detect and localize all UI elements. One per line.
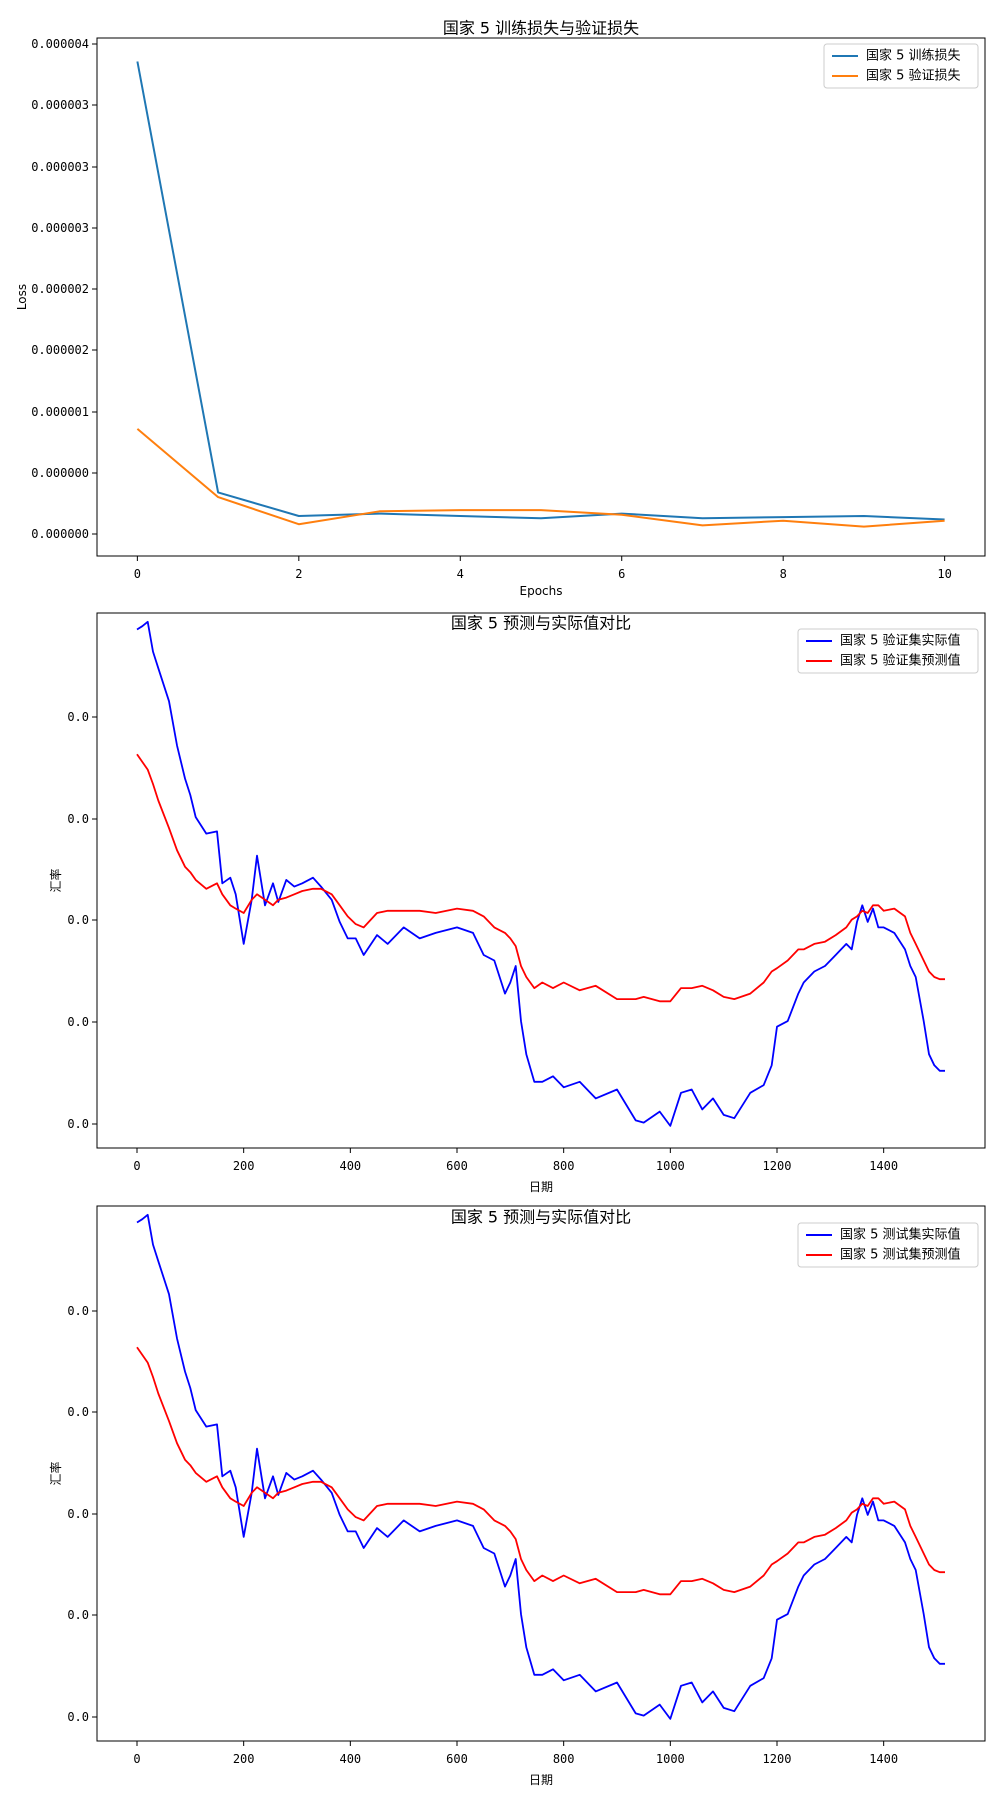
y-tick-label: 0.0 bbox=[67, 710, 89, 724]
x-tick-label: 1200 bbox=[763, 1159, 792, 1173]
y-axis-label: 汇率 bbox=[48, 1461, 63, 1485]
legend-label: 国家 5 测试集实际值 bbox=[840, 1227, 961, 1243]
x-tick-label: 0 bbox=[133, 1752, 140, 1766]
y-tick-label: 0.000003 bbox=[31, 160, 89, 174]
x-tick-label: 0 bbox=[133, 1159, 140, 1173]
y-tick-label: 0.000000 bbox=[31, 466, 89, 480]
chart-title: 国家 5 训练损失与验证损失 bbox=[443, 19, 639, 38]
x-tick-label: 1000 bbox=[656, 1752, 685, 1766]
x-tick-label: 0 bbox=[134, 567, 141, 581]
chart-title: 国家 5 预测与实际值对比 bbox=[451, 614, 631, 633]
series-line-2 bbox=[136, 753, 945, 1003]
y-tick-label: 0.0 bbox=[67, 1710, 89, 1724]
x-tick-label: 2 bbox=[295, 567, 302, 581]
plot-frame bbox=[96, 612, 986, 1149]
y-tick-label: 0.000001 bbox=[31, 405, 89, 419]
series-line-1 bbox=[136, 1213, 945, 1720]
chart-1: 国家 5 训练损失与验证损失 0 2 4 6 8 10 0.000000 0.000000 0.0… bbox=[15, 19, 986, 598]
x-tick-label: 1400 bbox=[869, 1752, 898, 1766]
series-group bbox=[136, 1213, 945, 1720]
y-tick-label: 0.000004 bbox=[31, 37, 89, 51]
x-axis-label: 日期 bbox=[529, 1180, 553, 1194]
y-tick-label: 0.000003 bbox=[31, 221, 89, 235]
y-tick-label: 0.000000 bbox=[31, 527, 89, 541]
series-group bbox=[136, 620, 945, 1127]
series-line-1 bbox=[136, 620, 945, 1127]
chart-2: 国家 5 预测与实际值对比 0 200 400 600 800 1000 1200 1400 0.… bbox=[48, 612, 986, 1194]
x-tick-label: 1200 bbox=[763, 1752, 792, 1766]
series-group bbox=[136, 61, 945, 528]
legend-label: 国家 5 验证损失 bbox=[866, 68, 961, 84]
x-tick-label: 800 bbox=[553, 1752, 575, 1766]
x-tick-label: 200 bbox=[233, 1159, 255, 1173]
legend-box bbox=[823, 43, 979, 89]
x-tick-label: 8 bbox=[780, 567, 787, 581]
x-tick-label: 600 bbox=[446, 1159, 468, 1173]
x-tick-label: 10 bbox=[937, 567, 951, 581]
chart-title: 国家 5 预测与实际值对比 bbox=[451, 1208, 631, 1227]
legend-label: 国家 5 验证集预测值 bbox=[840, 653, 961, 669]
y-tick-label: 0.000003 bbox=[31, 98, 89, 112]
x-tick-label: 1000 bbox=[656, 1159, 685, 1173]
x-tick-label: 1400 bbox=[869, 1159, 898, 1173]
y-tick-label: 0.0 bbox=[67, 812, 89, 826]
legend-label: 国家 5 训练损失 bbox=[866, 48, 961, 64]
plot-frame bbox=[96, 37, 986, 557]
y-axis-label: Loss bbox=[15, 284, 29, 310]
y-axis-label: 汇率 bbox=[48, 868, 63, 892]
y-tick-label: 0.0 bbox=[67, 1117, 89, 1131]
y-tick-label: 0.0 bbox=[67, 1608, 89, 1622]
legend-box bbox=[797, 628, 979, 674]
legend-label: 国家 5 验证集实际值 bbox=[840, 633, 961, 649]
x-axis-label: Epochs bbox=[520, 584, 563, 598]
plot-frame bbox=[96, 1205, 986, 1742]
legend-label: 国家 5 测试集预测值 bbox=[840, 1247, 961, 1263]
x-tick-label: 4 bbox=[457, 567, 464, 581]
x-axis-label: 日期 bbox=[529, 1773, 553, 1787]
series-line-2 bbox=[136, 1346, 945, 1596]
x-tick-label: 600 bbox=[446, 1752, 468, 1766]
legend-box bbox=[797, 1222, 979, 1268]
y-tick-label: 0.0 bbox=[67, 913, 89, 927]
y-tick-label: 0.000002 bbox=[31, 343, 89, 357]
x-tick-label: 200 bbox=[233, 1752, 255, 1766]
y-tick-label: 0.0 bbox=[67, 1304, 89, 1318]
x-tick-label: 400 bbox=[339, 1752, 361, 1766]
y-tick-label: 0.000002 bbox=[31, 282, 89, 296]
x-tick-label: 6 bbox=[618, 567, 625, 581]
x-tick-label: 400 bbox=[339, 1159, 361, 1173]
series-line-2 bbox=[136, 428, 945, 528]
y-tick-label: 0.0 bbox=[67, 1405, 89, 1419]
chart-3: 国家 5 预测与实际值对比 0 200 400 600 800 1000 1200 1400 0.… bbox=[48, 1205, 986, 1787]
y-tick-label: 0.0 bbox=[67, 1015, 89, 1029]
y-tick-label: 0.0 bbox=[67, 1507, 89, 1521]
x-tick-label: 800 bbox=[553, 1159, 575, 1173]
series-line-1 bbox=[136, 61, 945, 521]
